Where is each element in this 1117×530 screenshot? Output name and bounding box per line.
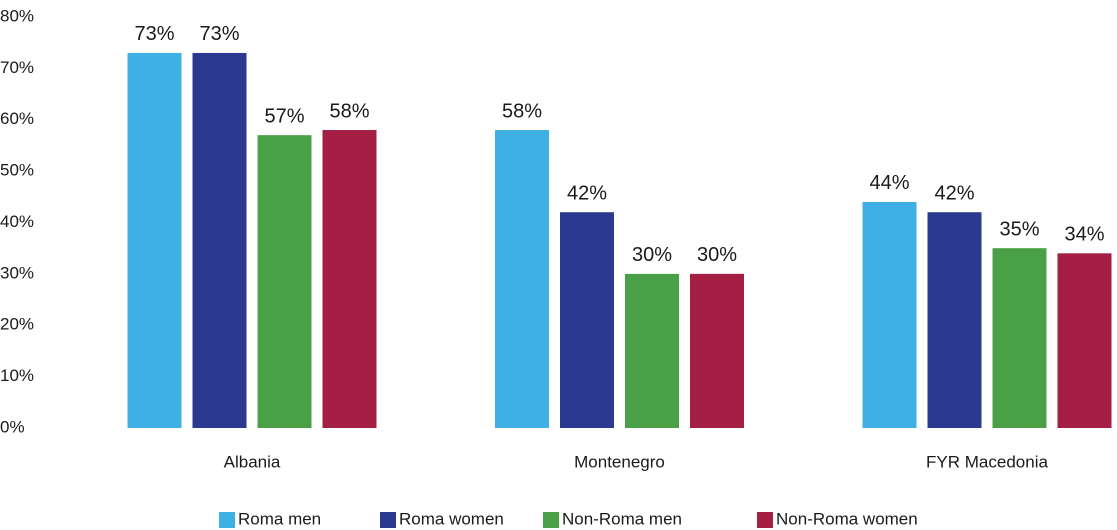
bar	[322, 130, 377, 428]
y-tick-label: 80%	[0, 6, 34, 25]
y-tick-label: 70%	[0, 58, 34, 77]
x-tick-label: Albania	[224, 452, 281, 471]
y-tick-label: 20%	[0, 315, 34, 334]
value-label: 42%	[934, 183, 974, 205]
legend-label: Non-Roma women	[776, 509, 918, 528]
value-label: 44%	[869, 172, 909, 194]
bar	[690, 273, 744, 428]
legend-swatch	[380, 512, 396, 528]
bar	[992, 248, 1047, 428]
y-tick-label: 0%	[0, 417, 25, 436]
legend-swatch	[219, 512, 235, 528]
bar	[927, 212, 982, 428]
bar	[625, 273, 679, 428]
bar	[495, 130, 549, 428]
bar	[192, 52, 247, 429]
bar	[862, 201, 917, 428]
value-label: 58%	[329, 100, 369, 122]
x-tick-label: Montenegro	[574, 452, 665, 471]
value-label: 34%	[1064, 224, 1104, 246]
legend-label: Roma men	[238, 509, 321, 528]
legend-label: Non-Roma men	[562, 509, 682, 528]
value-label: 73%	[134, 23, 174, 45]
bar	[257, 135, 312, 428]
bar	[1057, 253, 1112, 428]
value-label: 73%	[199, 23, 239, 45]
bar	[560, 212, 614, 428]
value-label: 42%	[567, 183, 607, 205]
value-label: 57%	[264, 105, 304, 127]
legend-swatch	[543, 512, 559, 528]
y-tick-label: 60%	[0, 109, 34, 128]
y-tick-label: 40%	[0, 212, 34, 231]
value-label: 58%	[502, 100, 542, 122]
y-tick-label: 30%	[0, 263, 34, 282]
bar	[127, 52, 182, 429]
y-tick-label: 50%	[0, 161, 34, 180]
y-tick-label: 10%	[0, 366, 34, 385]
value-label: 30%	[697, 244, 737, 266]
x-tick-label: FYR Macedonia	[926, 452, 1048, 471]
value-label: 30%	[632, 244, 672, 266]
legend-label: Roma women	[399, 509, 504, 528]
legend-swatch	[757, 512, 773, 528]
value-label: 35%	[999, 218, 1039, 240]
